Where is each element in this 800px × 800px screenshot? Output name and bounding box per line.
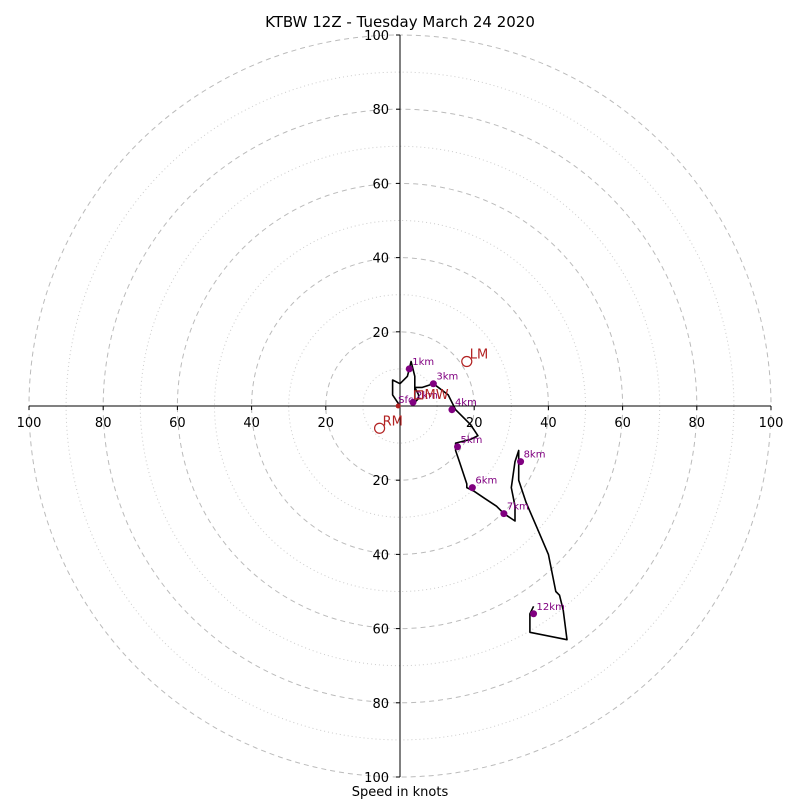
- chart-title: KTBW 12Z - Tuesday March 24 2020: [265, 13, 535, 31]
- storm-motion-point: [461, 355, 473, 368]
- height-marker-label: 1km: [412, 357, 434, 368]
- y-tick-label: 80: [372, 103, 389, 118]
- height-marker-label: 4km: [455, 398, 477, 409]
- storm-motion-label: LM: [470, 347, 488, 362]
- y-tick-label: 60: [372, 623, 389, 638]
- tick-labels: 100 80 60 40 20 20 40 60 80 100 100 80 60 40 20 20 40 60 8…: [17, 29, 784, 786]
- height-marker-label: 7km: [507, 502, 529, 513]
- height-marker-label: 12km: [537, 602, 565, 613]
- y-tick-label: 60: [372, 177, 389, 192]
- hodograph-trace: [391, 360, 568, 641]
- x-tick-label: 60: [614, 416, 631, 431]
- surface-label: Sfc: [398, 395, 413, 406]
- storm-motion-markers: LM RM MW Sfc: [373, 347, 488, 434]
- height-marker-point: [448, 406, 456, 414]
- height-marker-label: 8km: [524, 450, 546, 461]
- height-marker-label: 3km: [436, 372, 458, 383]
- storm-motion-label: RM: [383, 414, 403, 429]
- y-tick-label: 40: [372, 548, 389, 563]
- mean-wind-label: MW: [425, 388, 449, 403]
- height-marker-point: [405, 365, 413, 373]
- height-marker-point: [468, 484, 476, 492]
- height-marker-label: 6km: [475, 476, 497, 487]
- height-marker-label: 2km: [416, 390, 438, 401]
- y-tick-label: 100: [364, 29, 389, 44]
- height-marker-point: [409, 398, 417, 406]
- x-tick-label: 40: [540, 416, 557, 431]
- x-axis-label: Speed in knots: [352, 785, 449, 800]
- height-marker-point: [429, 380, 437, 388]
- y-tick-label: 100: [364, 771, 389, 786]
- x-tick-label: 60: [169, 416, 186, 431]
- y-tick-label: 20: [372, 326, 389, 341]
- height-markers: 1km 2km 3km 4km 5km 6km 7km 8km 12km: [405, 357, 565, 618]
- y-tick-label: 20: [372, 474, 389, 489]
- hodograph-trace-group: [391, 360, 568, 641]
- x-tick-label: 40: [243, 416, 260, 431]
- height-marker-point: [530, 610, 538, 618]
- storm-motion-point: [373, 422, 386, 434]
- height-marker-label: 5km: [461, 435, 483, 446]
- mean-wind-point: [413, 390, 424, 400]
- height-marker-point: [454, 443, 462, 451]
- x-tick-label: 100: [759, 416, 784, 431]
- surface-point: [395, 403, 401, 409]
- x-tick-label: 100: [17, 416, 42, 431]
- height-marker-point: [517, 458, 525, 466]
- x-tick-label: 20: [318, 416, 335, 431]
- y-tick-label: 80: [372, 697, 389, 712]
- y-tick-label: 40: [372, 252, 389, 267]
- x-tick-label: 80: [95, 416, 112, 431]
- x-tick-label: 20: [466, 416, 483, 431]
- x-tick-label: 80: [689, 416, 706, 431]
- height-marker-point: [500, 510, 508, 518]
